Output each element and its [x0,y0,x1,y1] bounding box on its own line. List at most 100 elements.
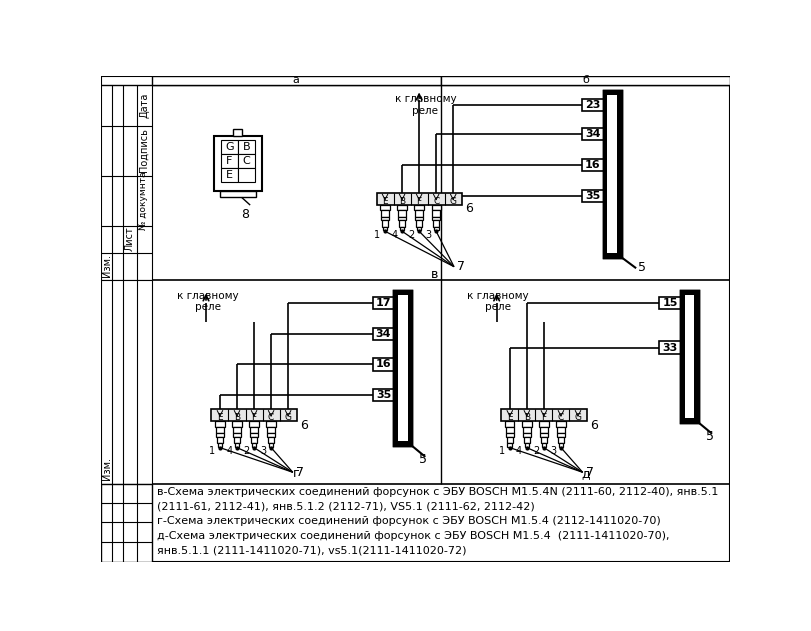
Bar [542,443,547,447]
Bar [394,292,411,445]
Bar [432,211,440,216]
Bar [417,227,422,230]
Text: Лист: Лист [125,227,135,251]
Text: 2: 2 [533,446,539,456]
Bar [394,292,411,445]
Bar [540,433,547,437]
Bar [268,437,274,443]
Bar [380,205,389,211]
Bar [433,220,440,227]
Text: B: B [242,143,250,152]
Bar [556,422,565,427]
Bar [581,99,603,111]
Bar [216,433,224,437]
Text: к главному
реле: к главному реле [177,290,238,312]
Bar [214,136,262,191]
Text: B: B [234,413,240,422]
Bar [372,297,394,309]
Text: г-Схема электрических соединений форсунок с ЭБУ BOSCH M1.5.4 (2112-1411020-70): г-Схема электрических соединений форсуно… [157,516,661,526]
Text: G: G [450,197,457,206]
Text: д-Схема электрических соединений форсунок с ЭБУ BOSCH M1.5.4  (2111-1411020-70),: д-Схема электрических соединений форсуно… [157,531,670,541]
Bar [525,443,529,447]
Bar [232,422,242,427]
Bar [400,227,405,230]
Text: 16: 16 [375,360,391,370]
Bar [221,154,238,168]
Text: 1: 1 [374,230,380,240]
Text: 3: 3 [550,446,556,456]
Bar [501,409,586,422]
Bar [383,227,388,230]
Bar [217,443,222,447]
Bar [216,427,224,433]
Bar [559,443,564,447]
Bar [603,91,620,257]
Bar [221,141,238,154]
Text: а: а [293,75,300,85]
Text: F: F [541,413,547,422]
Text: д: д [581,467,590,480]
Text: 6: 6 [590,419,599,432]
Text: в: в [431,268,438,281]
Text: 5: 5 [637,261,646,274]
Bar [250,433,258,437]
Text: 2: 2 [408,230,414,240]
Bar [524,437,530,443]
Bar [432,216,440,220]
Bar [101,484,152,562]
Text: G: G [225,143,234,152]
Bar [522,422,531,427]
Text: E: E [507,413,513,422]
Bar [523,433,530,437]
Bar [372,327,394,340]
Bar [217,437,223,443]
Text: F: F [226,156,233,166]
Bar [685,295,694,418]
Bar [372,389,394,401]
Bar [398,211,406,216]
Bar [415,211,423,216]
Bar [558,437,564,443]
Bar [268,427,275,433]
Text: Изм.: Изм. [102,254,112,278]
Bar [268,443,273,447]
Bar [505,422,514,427]
Text: 5: 5 [706,430,714,442]
Bar [212,409,297,422]
Bar [250,427,258,433]
Bar [415,216,423,220]
Text: 35: 35 [375,390,391,400]
Bar [233,433,241,437]
Bar [441,76,730,85]
Text: (2111-61, 2112-41), янв.5.1.2 (2112-71), VS5.1 (2111-62, 2112-42): (2111-61, 2112-41), янв.5.1.2 (2112-71),… [157,502,535,512]
Bar [372,358,394,370]
Text: 34: 34 [585,129,600,139]
Bar [268,433,275,437]
Bar [399,220,406,227]
Text: 1: 1 [209,446,215,456]
Bar [506,427,513,433]
Bar [101,280,152,484]
Bar [507,437,513,443]
Text: в-Схема электрических соединений форсунок с ЭБУ BOSCH M1.5.4N (2111-60, 2112-40): в-Схема электрических соединений форсуно… [157,487,719,497]
Bar [603,91,620,257]
Text: к главному
реле: к главному реле [467,290,529,312]
Text: № докумнта: № докумнта [139,171,148,230]
Bar [540,427,547,433]
Text: F: F [417,197,422,206]
Text: 3: 3 [260,446,266,456]
Bar [431,205,441,211]
Bar [523,427,530,433]
Text: F: F [251,413,256,422]
Bar [659,297,681,309]
Bar [539,422,548,427]
Text: G: G [285,413,292,422]
Bar [681,292,698,422]
Bar [414,205,424,211]
Text: янв.5.1.1 (2111-1411020-71), vs5.1(2111-1411020-72): янв.5.1.1 (2111-1411020-71), vs5.1(2111-… [157,545,466,555]
Text: G: G [574,413,581,422]
Bar [251,443,256,447]
Text: E: E [382,197,388,206]
Bar [234,443,239,447]
Bar [376,192,461,205]
